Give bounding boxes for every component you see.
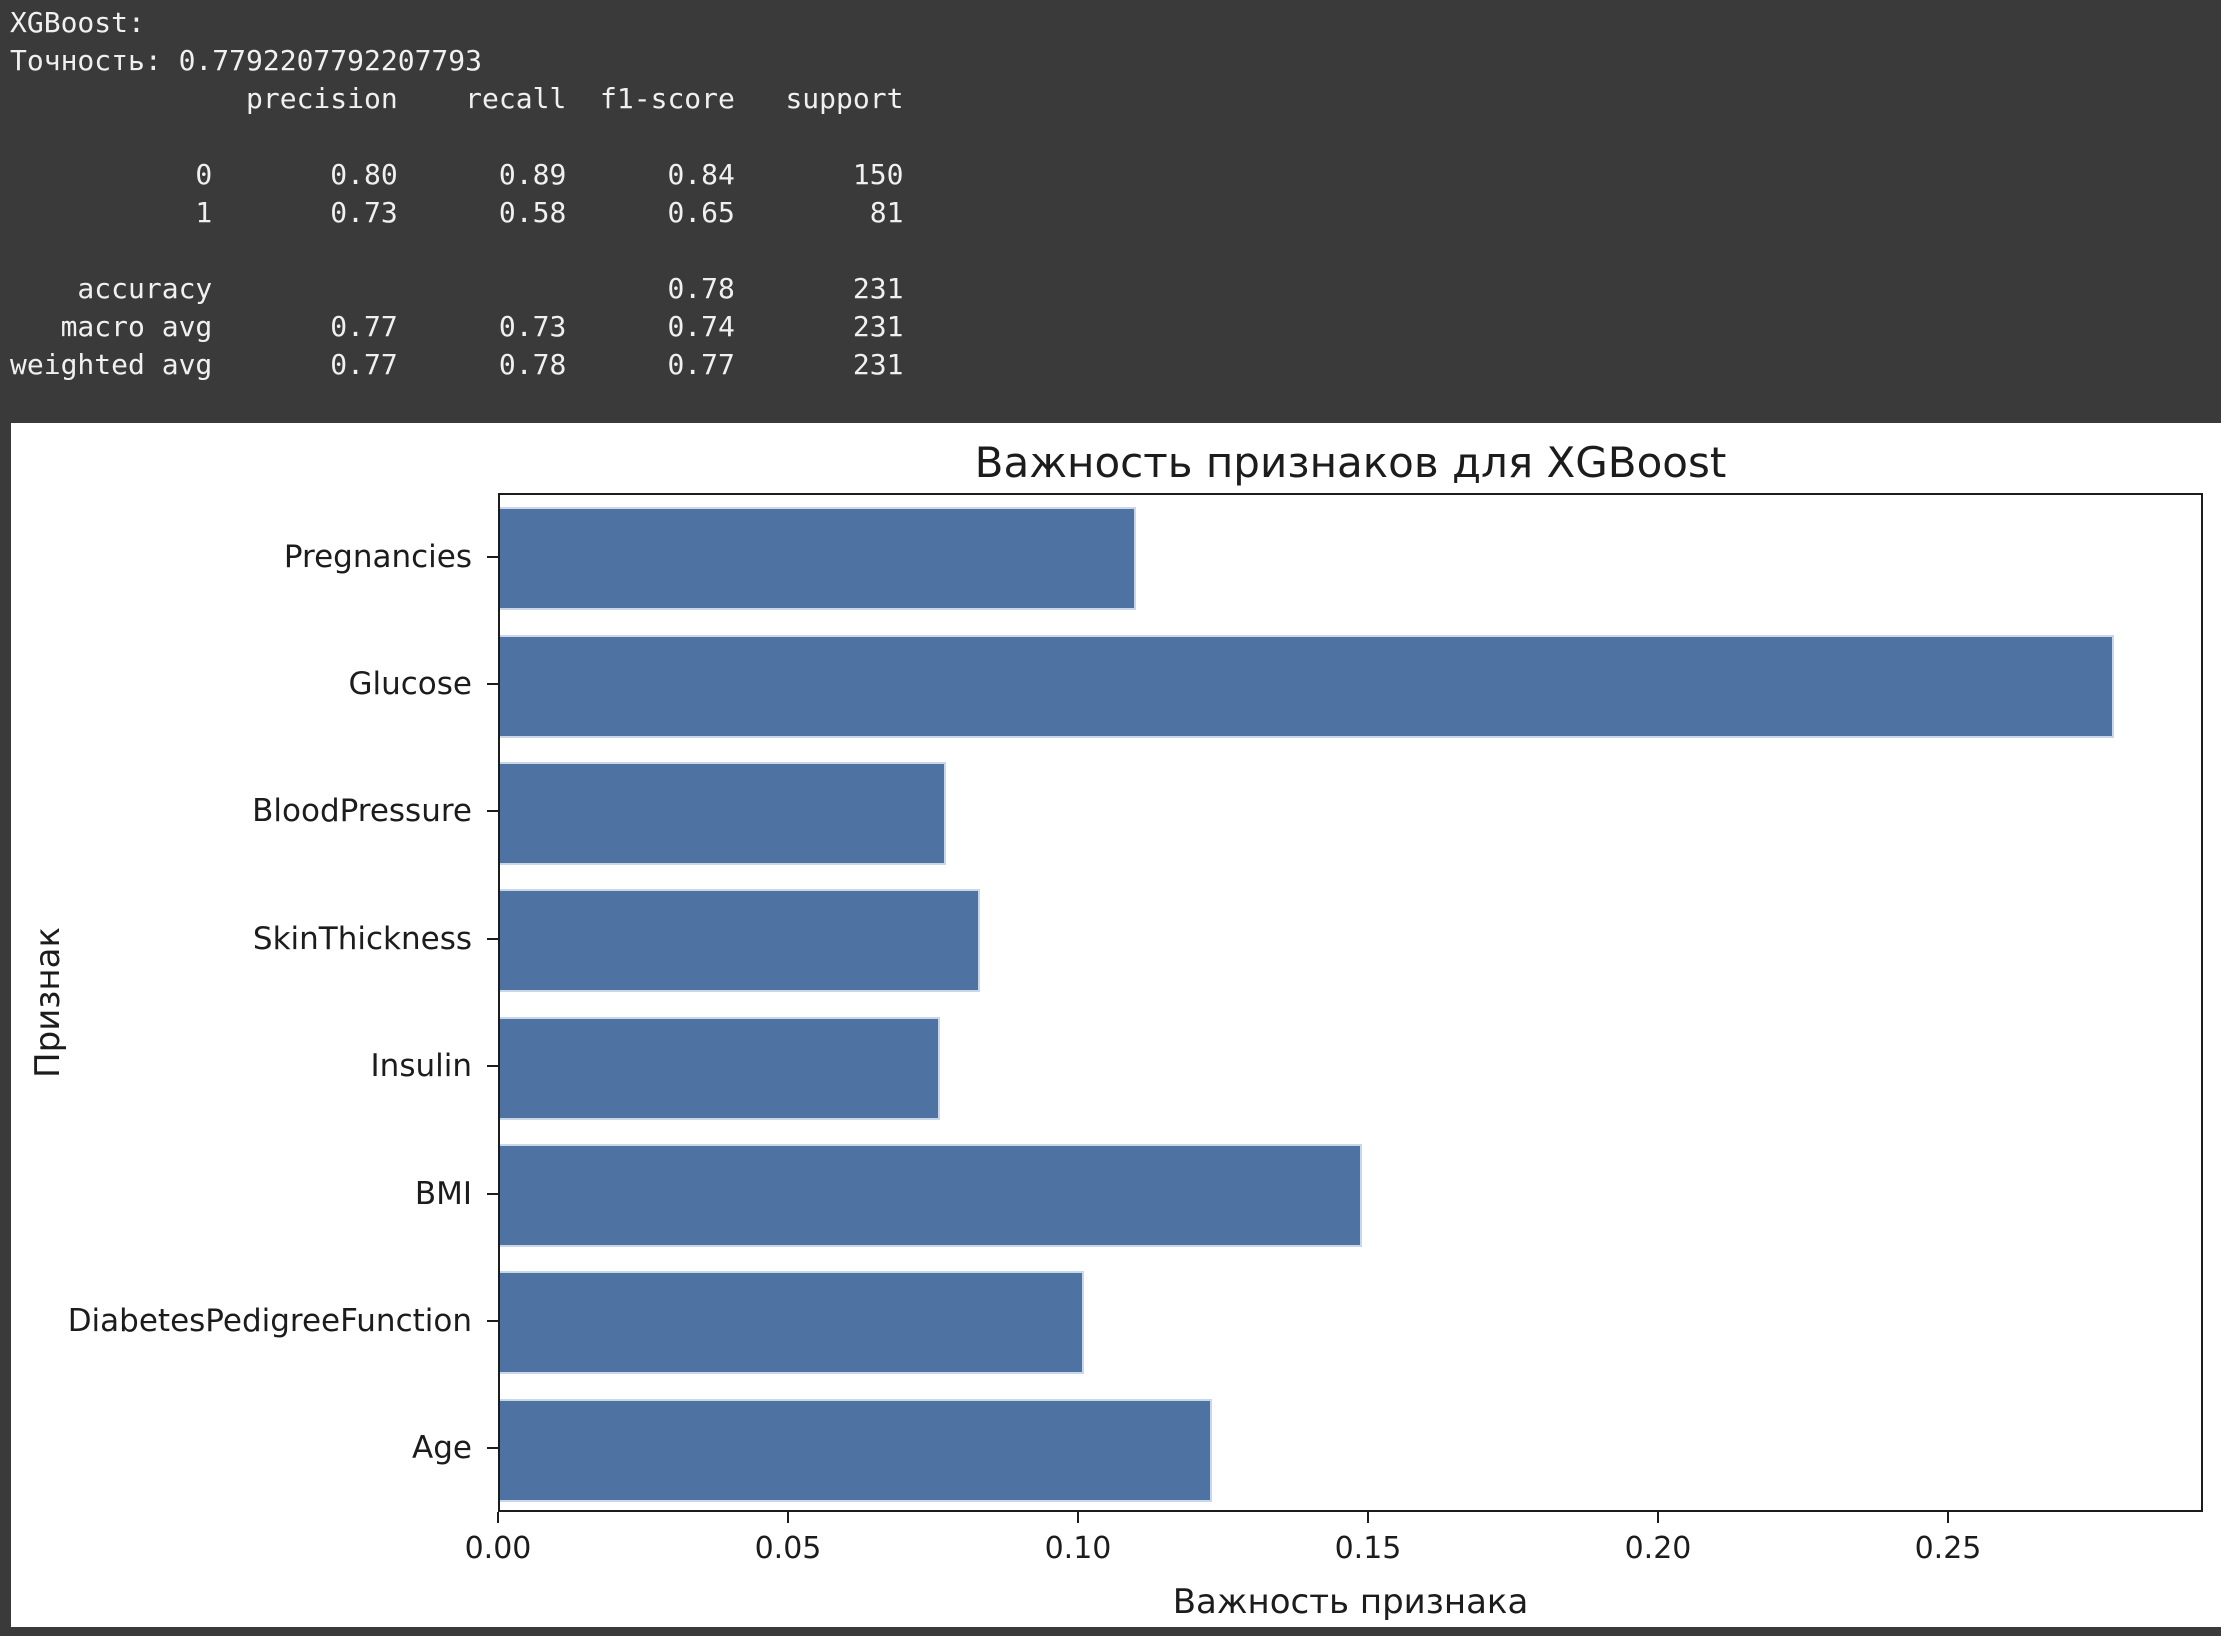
y-tick-mark	[487, 1447, 498, 1449]
x-tick-mark	[497, 1512, 499, 1523]
y-tick-mark	[487, 683, 498, 685]
y-tick-mark	[487, 1193, 498, 1195]
y-tick-label: Glucose	[348, 666, 472, 702]
x-tick-mark	[1077, 1512, 1079, 1523]
y-axis-label-wrap: Признак	[23, 493, 73, 1512]
bar-Glucose	[500, 635, 2115, 738]
y-tick-label: DiabetesPedigreeFunction	[67, 1303, 472, 1339]
terminal-output: XGBoost: Точность: 0.7792207792207793 pr…	[10, 6, 904, 381]
y-tick-mark	[487, 1065, 498, 1067]
chart-title: Важность признаков для XGBoost	[974, 438, 1727, 487]
x-tick-mark	[1947, 1512, 1949, 1523]
x-tick-label: 0.00	[464, 1531, 532, 1566]
y-tick-label: SkinThickness	[252, 921, 472, 957]
x-tick-label: 0.20	[1624, 1531, 1692, 1566]
figure: Важность признаков для XGBoost Важность …	[11, 423, 2221, 1627]
y-tick-mark	[487, 810, 498, 812]
bar-Insulin	[500, 1017, 940, 1120]
x-tick-label: 0.05	[754, 1531, 822, 1566]
bar-DiabetesPedigreeFunction	[500, 1271, 1085, 1374]
terminal-panel: XGBoost: Точность: 0.7792207792207793 pr…	[0, 0, 2221, 423]
y-tick-label: Insulin	[370, 1048, 472, 1084]
y-tick-mark	[487, 1320, 498, 1322]
bar-SkinThickness	[500, 889, 981, 992]
x-tick-label: 0.25	[1914, 1531, 1982, 1566]
y-tick-mark	[487, 938, 498, 940]
bar-Pregnancies	[500, 507, 1137, 610]
x-tick-mark	[787, 1512, 789, 1523]
y-tick-label: BloodPressure	[252, 793, 472, 829]
x-axis-label: Важность признака	[1172, 1582, 1529, 1622]
x-tick-label: 0.15	[1334, 1531, 1402, 1566]
bar-BloodPressure	[500, 762, 946, 865]
y-tick-mark	[487, 556, 498, 558]
y-tick-label: Age	[412, 1430, 472, 1466]
x-tick-mark	[1657, 1512, 1659, 1523]
plot-area	[498, 493, 2203, 1512]
y-tick-label: BMI	[414, 1176, 472, 1212]
bar-BMI	[500, 1144, 1363, 1247]
y-tick-label: Pregnancies	[283, 539, 472, 575]
x-tick-label: 0.10	[1044, 1531, 1112, 1566]
bar-Age	[500, 1399, 1212, 1502]
x-tick-mark	[1367, 1512, 1369, 1523]
